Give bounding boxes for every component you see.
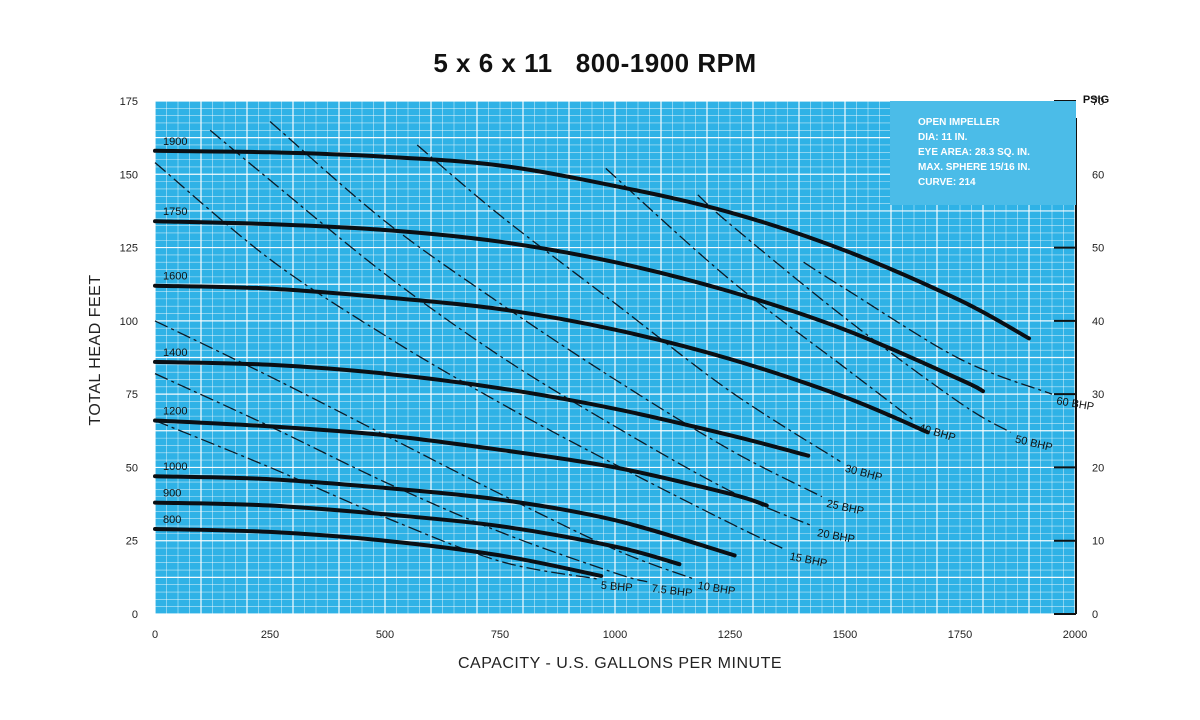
bhp-label: 5 BHP <box>600 580 633 595</box>
y2-tick-label: 10 <box>1092 536 1104 548</box>
y2-tick-label: 40 <box>1092 316 1104 328</box>
bhp-lines <box>154 121 1053 583</box>
y2-tick-label: 30 <box>1092 389 1104 401</box>
chart-title: 5 x 6 x 11 800-1900 RPM <box>433 48 757 78</box>
x-tick-label: 1250 <box>718 629 742 641</box>
rpm-label: 1000 <box>163 461 187 473</box>
y-tick-label: 75 <box>126 389 138 401</box>
info-box: OPEN IMPELLER DIA: 11 IN. EYE AREA: 28.3 S… <box>890 101 1076 205</box>
rpm-curve <box>153 219 985 394</box>
rpm-label: 1200 <box>163 406 187 418</box>
y-tick-label: 50 <box>126 462 138 474</box>
rpm-curves <box>153 148 1031 578</box>
bhp-line <box>416 144 841 463</box>
bhp-line <box>803 261 1053 395</box>
grid <box>154 100 1076 615</box>
rpm-curve <box>153 283 930 435</box>
rpm-label: 900 <box>163 488 181 500</box>
bhp-line <box>605 167 915 422</box>
y2-tick-label: 0 <box>1092 609 1098 621</box>
bhp-label: 10 BHP <box>697 580 736 598</box>
rpm-label: 1600 <box>163 271 187 283</box>
rpm-label: 800 <box>163 514 181 526</box>
rpm-label: 1750 <box>163 206 187 218</box>
x-tick-label: 1750 <box>948 629 972 641</box>
rpm-curve <box>153 527 604 578</box>
y-tick-label: 0 <box>132 609 138 621</box>
bhp-line <box>154 419 597 580</box>
bhp-line <box>269 121 823 498</box>
x-tick-label: 500 <box>376 629 394 641</box>
y-tick-label: 25 <box>126 536 138 548</box>
y2-tick-label: 60 <box>1092 169 1104 181</box>
bhp-line <box>154 373 648 583</box>
x-tick-label: 0 <box>152 629 158 641</box>
y2-tick-label: 50 <box>1092 243 1104 255</box>
rpm-label: 1400 <box>163 347 187 359</box>
info-line: DIA: 11 IN. <box>918 132 968 143</box>
y-tick-label: 150 <box>120 169 138 181</box>
bhp-line <box>154 162 786 551</box>
rpm-curve <box>153 474 737 558</box>
info-line: EYE AREA: 28.3 SQ. IN. <box>918 147 1030 158</box>
rpm-label: 1900 <box>163 136 187 148</box>
info-box-background <box>890 101 1076 205</box>
y2-tick-label: 20 <box>1092 462 1104 474</box>
y-tick-label: 125 <box>120 243 138 255</box>
info-line: CURVE: 214 <box>918 177 976 188</box>
rpm-curve <box>153 359 811 458</box>
info-line: OPEN IMPELLER <box>918 117 1000 128</box>
info-line: MAX. SPHERE 15/16 IN. <box>918 162 1030 173</box>
y-tick-label: 100 <box>120 316 138 328</box>
bhp-line <box>154 320 694 580</box>
rpm-curve <box>153 500 682 567</box>
x-tick-label: 750 <box>491 629 509 641</box>
rpm-curve <box>153 148 1031 341</box>
bhp-label: 7.5 BHP <box>651 583 693 600</box>
rpm-curve <box>153 418 769 508</box>
bhp-line <box>697 194 1011 433</box>
y-axis-label: TOTAL HEAD FEET <box>87 274 104 425</box>
x-axis-label: CAPACITY - U.S. GALLONS PER MINUTE <box>458 655 782 672</box>
y2-tick-label: 70 <box>1092 96 1104 108</box>
x-tick-label: 1500 <box>833 629 857 641</box>
x-tick-label: 1000 <box>603 629 627 641</box>
x-tick-label: 2000 <box>1063 629 1087 641</box>
x-tick-label: 250 <box>261 629 279 641</box>
bhp-line <box>209 129 814 527</box>
y-tick-label: 175 <box>120 96 138 108</box>
y2-axis-label: PSIG <box>1083 94 1109 106</box>
